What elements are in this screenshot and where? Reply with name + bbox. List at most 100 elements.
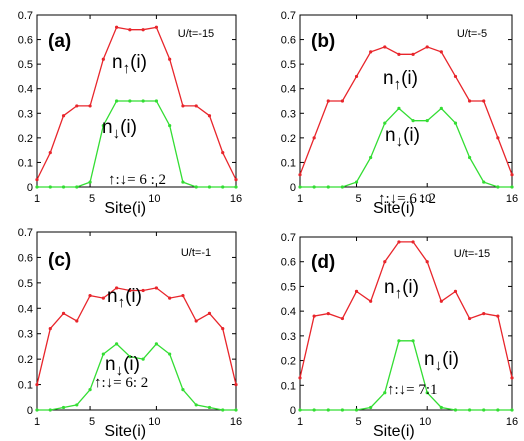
data-point-spin-down — [340, 185, 344, 189]
data-point-spin-up — [207, 114, 212, 118]
y-tick-label: 0.6 — [18, 252, 33, 264]
data-point-spin-up — [35, 178, 39, 182]
y-tick-label: 0.5 — [281, 281, 296, 293]
panel-label: (d) — [311, 252, 335, 273]
data-point-spin-up — [312, 136, 316, 140]
y-tick-label: 0.7 — [18, 227, 33, 239]
data-point-spin-up — [168, 57, 172, 61]
data-point-spin-down — [154, 342, 158, 346]
data-point-spin-up — [35, 382, 39, 387]
data-point-spin-down — [468, 155, 472, 160]
panel-1: 0 0.1 0.2 0.3 0.4 0.5 0.6 0.7 1 16 5 10 Site(i) (b) U/… — [281, 10, 518, 217]
y-tick-label: 0.1 — [18, 380, 33, 392]
data-point-spin-down — [88, 180, 92, 184]
data-point-spin-down — [128, 355, 132, 359]
y-tick-label: 0.7 — [281, 232, 296, 244]
particle-ratio-label: ↑:↓= 6: 2 — [94, 375, 148, 391]
data-point-spin-up — [482, 312, 486, 316]
data-point-spin-up — [383, 45, 387, 49]
data-point-spin-down — [154, 99, 158, 103]
data-point-spin-up — [411, 240, 415, 244]
particle-ratio-label: ↑:↓= 7:1 — [387, 382, 438, 398]
data-point-spin-up — [115, 286, 119, 290]
y-tick-label: 0.4 — [281, 306, 296, 318]
data-point-spin-up — [425, 260, 429, 264]
x-tick-label: 5 — [89, 193, 95, 205]
x-axis-label: Site(i) — [104, 423, 146, 440]
data-point-spin-down — [369, 155, 373, 160]
series-line-spin-down — [300, 340, 512, 411]
data-point-spin-up — [482, 99, 486, 103]
data-point-spin-up — [61, 114, 66, 118]
data-point-spin-up — [340, 99, 344, 103]
y-tick-label: 0.6 — [281, 35, 296, 47]
x-tick-label: 10 — [419, 416, 431, 428]
data-point-spin-down — [61, 405, 66, 410]
data-point-spin-down — [468, 408, 472, 412]
data-point-spin-down — [453, 408, 458, 412]
data-point-spin-down — [397, 106, 401, 110]
data-point-spin-down — [207, 405, 212, 410]
data-point-spin-up — [48, 327, 52, 331]
y-tick-label: 0.6 — [281, 257, 296, 269]
parameter-label: U/t=-5 — [457, 28, 487, 40]
data-point-spin-down — [234, 408, 238, 412]
y-tick-label: 0.5 — [281, 59, 296, 71]
panel-label: (b) — [311, 31, 335, 52]
data-point-spin-down — [496, 408, 500, 412]
series-label-spin-down: n↓(i) — [102, 117, 137, 142]
series-label-spin-up: n↑(i) — [383, 68, 418, 93]
data-point-spin-up — [234, 382, 238, 387]
y-tick-label: 0.2 — [18, 133, 33, 145]
data-point-spin-up — [181, 104, 185, 108]
data-point-spin-up — [141, 288, 145, 293]
data-point-spin-down — [168, 352, 172, 356]
x-tick-label: 5 — [355, 416, 361, 428]
data-point-spin-up — [326, 99, 330, 103]
data-point-spin-up — [453, 74, 458, 79]
data-point-spin-up — [194, 104, 198, 108]
y-tick-label: 0 — [290, 405, 296, 417]
data-point-spin-down — [496, 185, 500, 189]
data-point-spin-down — [35, 408, 39, 412]
data-point-spin-down — [439, 405, 443, 410]
data-point-spin-down — [115, 342, 119, 346]
x-tick-label: 1 — [297, 193, 303, 205]
series-line-spin-up — [299, 46, 513, 175]
data-point-spin-down — [411, 339, 415, 343]
data-point-spin-down — [312, 408, 316, 412]
x-tick-label: 1 — [34, 193, 40, 205]
data-point-spin-down — [425, 119, 429, 123]
data-point-spin-up — [496, 136, 500, 140]
data-point-spin-up — [496, 314, 500, 318]
data-point-spin-down — [141, 357, 145, 361]
data-point-spin-up — [141, 28, 145, 32]
series-line-spin-up — [299, 241, 513, 379]
data-point-spin-down — [383, 121, 387, 125]
data-point-spin-down — [425, 391, 429, 395]
panel-label: (a) — [48, 31, 71, 52]
panel-3: 0 0.1 0.2 0.3 0.4 0.5 0.6 0.7 1 16 5 10 Site(i) (d) U/… — [281, 232, 518, 440]
y-tick-label: 0.4 — [18, 84, 33, 96]
y-tick-label: 0.2 — [281, 133, 296, 145]
data-point-spin-down — [207, 185, 212, 189]
data-point-spin-down — [298, 408, 302, 412]
y-tick-label: 0 — [27, 405, 33, 417]
y-tick-label: 0.4 — [281, 84, 296, 96]
data-point-spin-down — [101, 352, 105, 356]
data-point-spin-down — [75, 185, 79, 189]
data-point-spin-down — [482, 180, 486, 184]
series-line-spin-down — [300, 107, 512, 188]
series-line-spin-up — [36, 287, 237, 385]
data-point-spin-down — [383, 391, 387, 395]
data-point-spin-up — [194, 319, 198, 323]
plot-frame — [36, 14, 237, 188]
y-tick-label: 0.5 — [18, 59, 33, 71]
data-point-spin-up — [340, 316, 344, 321]
y-tick-label: 0.7 — [281, 10, 296, 22]
data-point-spin-down — [326, 185, 330, 189]
data-point-spin-down — [298, 185, 302, 189]
x-tick-label: 5 — [89, 416, 95, 428]
